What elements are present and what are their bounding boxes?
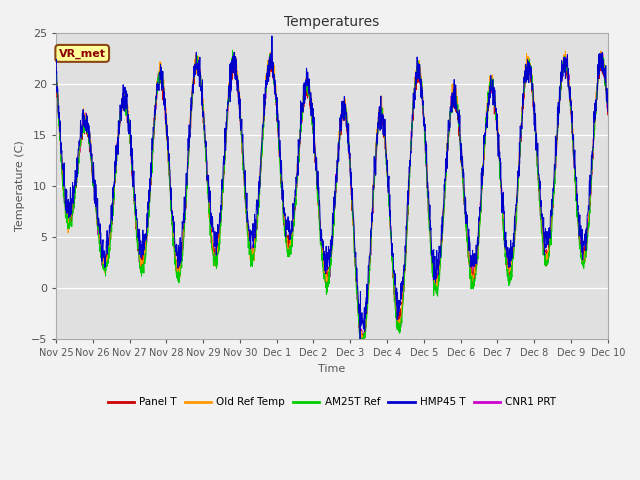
Y-axis label: Temperature (C): Temperature (C)	[15, 141, 25, 231]
Title: Temperatures: Temperatures	[284, 15, 380, 29]
Legend: Panel T, Old Ref Temp, AM25T Ref, HMP45 T, CNR1 PRT: Panel T, Old Ref Temp, AM25T Ref, HMP45 …	[104, 393, 560, 412]
X-axis label: Time: Time	[318, 364, 346, 374]
Text: VR_met: VR_met	[59, 48, 106, 59]
